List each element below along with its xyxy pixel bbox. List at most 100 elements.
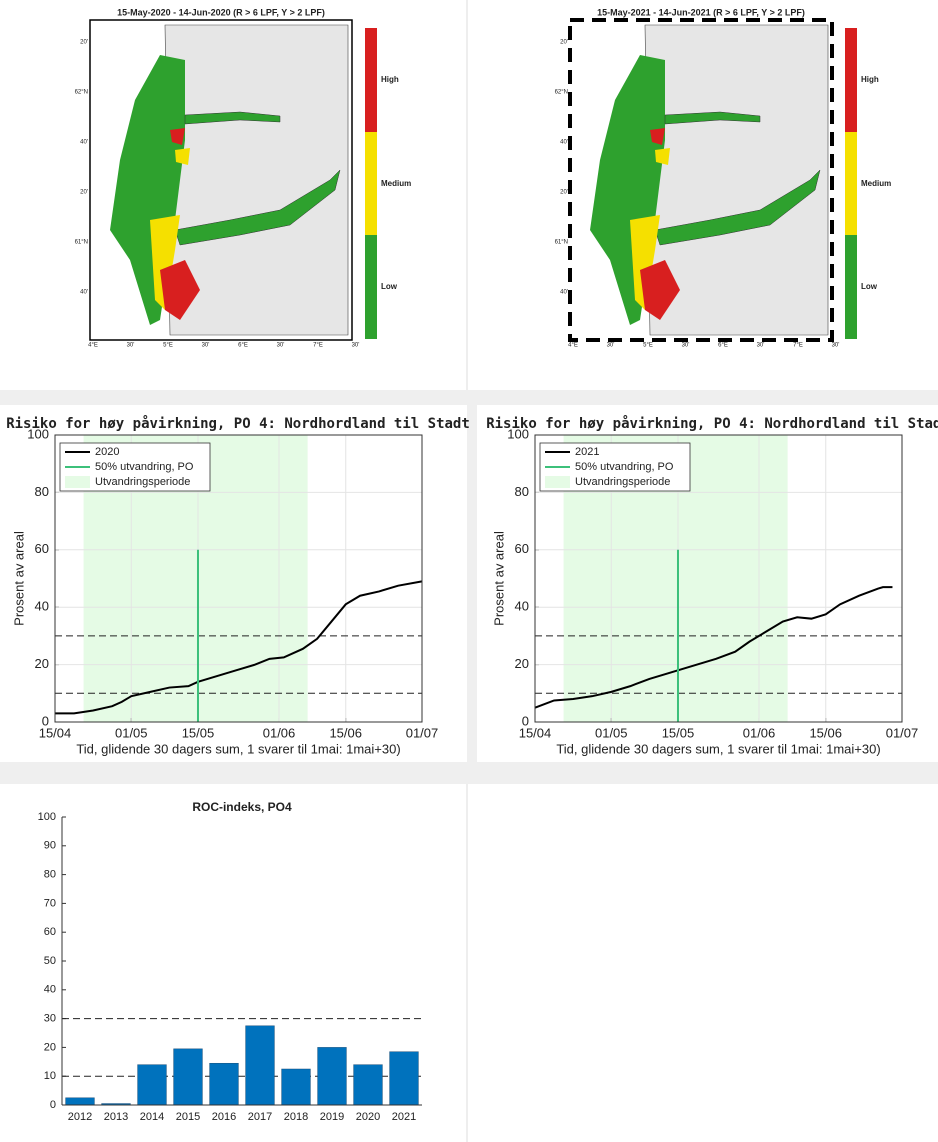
legend-label: 2021 [575, 446, 599, 458]
x-tick-label: 01/06 [263, 725, 296, 740]
lon-label: 5°E [643, 343, 653, 349]
lon-label: 30' [607, 343, 615, 349]
y-tick-label: 60 [44, 926, 56, 938]
x-tick-label: 2012 [68, 1111, 92, 1123]
y-tick-label: 20 [35, 656, 49, 671]
y-tick-label: 80 [44, 869, 56, 881]
lon-label: 30' [352, 343, 360, 349]
lat-label: 61°N [75, 240, 88, 246]
lon-label: 30' [277, 343, 285, 349]
y-tick-label: 100 [27, 426, 49, 441]
coast-high [170, 128, 185, 145]
bar [245, 1025, 275, 1106]
bar [389, 1051, 419, 1106]
y-tick-label: 40 [515, 599, 529, 614]
line [55, 580, 423, 715]
lon-label: 4°E [568, 343, 578, 349]
coast-high [640, 260, 680, 320]
y-tick-label: 60 [35, 541, 49, 556]
x-axis-label: Tid, glidende 30 dagers sum, 1 svarer ti… [76, 741, 400, 756]
colorbar-segment [365, 235, 377, 339]
colorbar-segment [845, 235, 857, 339]
x-tick-label: 2020 [356, 1111, 380, 1123]
y-tick-label: 10 [44, 1070, 56, 1082]
lat-label: 20' [80, 190, 88, 196]
lat-label: 62°N [555, 90, 568, 96]
plot-frame [54, 434, 423, 723]
legend-label: 50% utvandring, PO [575, 461, 674, 473]
coast-medium [630, 215, 660, 310]
y-tick-label: 100 [507, 426, 529, 441]
bar [353, 1064, 383, 1106]
y-axis-label: Prosent av areal [11, 531, 26, 626]
legend-label: 50% utvandring, PO [95, 461, 194, 473]
y-tick-label: 20 [515, 656, 529, 671]
x-tick-label: 2018 [284, 1111, 308, 1123]
line [534, 586, 893, 709]
x-tick-label: 01/05 [115, 725, 148, 740]
lat-label: 62°N [75, 90, 88, 96]
lat-label: 20' [80, 40, 88, 46]
map-title: 15-May-2020 - 14-Jun-2020 (R > 6 LPF, Y … [117, 7, 325, 17]
divider-band [467, 405, 477, 762]
y-tick-label: 90 [44, 840, 56, 852]
fjord-low [184, 111, 281, 125]
x-tick-label: 01/06 [743, 725, 776, 740]
fjord-low [664, 111, 761, 125]
x-tick-label: 01/07 [406, 725, 439, 740]
chart-title: ROC-indeks, PO4 [192, 800, 292, 814]
divider-band [0, 762, 938, 784]
colorbar-label: High [861, 75, 879, 84]
y-tick-label: 60 [515, 541, 529, 556]
bar [137, 1064, 167, 1106]
y-tick-label: 0 [50, 1099, 56, 1111]
x-tick-label: 15/06 [329, 725, 362, 740]
colorbar-label: Low [861, 282, 878, 291]
legend-label: Utvandringsperiode [95, 476, 190, 488]
coast-medium [150, 215, 180, 310]
x-tick-label: 2017 [248, 1111, 272, 1123]
y-tick-label: 0 [522, 713, 529, 728]
lon-label: 6°E [718, 343, 728, 349]
y-tick-label: 40 [44, 984, 56, 996]
chart-title: Risiko for høy påvirkning, PO 4: Nordhor… [486, 415, 938, 432]
bar [173, 1048, 203, 1106]
lon-label: 6°E [238, 343, 248, 349]
x-tick-label: 15/05 [182, 725, 215, 740]
y-tick-label: 20 [44, 1041, 56, 1053]
lon-label: 30' [757, 343, 765, 349]
plot-area [62, 817, 422, 1105]
y-tick-label: 0 [42, 713, 49, 728]
divider-band [0, 390, 938, 405]
x-axis-label: Tid, glidende 30 dagers sum, 1 svarer ti… [556, 741, 880, 756]
chart-title: Risiko for høy påvirkning, PO 4: Nordhor… [6, 415, 470, 432]
lon-label: 7°E [313, 343, 323, 349]
x-tick-label: 2014 [140, 1111, 164, 1123]
legend-swatch [65, 476, 90, 488]
y-tick-label: 40 [35, 599, 49, 614]
colorbar-label: High [381, 75, 399, 84]
y-tick-label: 80 [515, 484, 529, 499]
coast-medium [175, 148, 190, 165]
lat-label: 40' [80, 290, 88, 296]
y-tick-label: 70 [44, 897, 56, 909]
bar [65, 1097, 95, 1106]
lon-label: 7°E [793, 343, 803, 349]
colorbar-segment [845, 28, 857, 132]
lat-label: 20' [560, 190, 568, 196]
lon-label: 30' [832, 343, 840, 349]
plot-frame [534, 434, 903, 723]
fjord-low [174, 169, 341, 246]
y-tick-label: 80 [35, 484, 49, 499]
lon-label: 4°E [88, 343, 98, 349]
x-tick-label: 15/04 [39, 725, 72, 740]
x-tick-label: 2021 [392, 1111, 416, 1123]
lat-label: 40' [560, 290, 568, 296]
coast-high [160, 260, 200, 320]
y-tick-label: 100 [38, 811, 56, 823]
lat-label: 61°N [555, 240, 568, 246]
x-tick-label: 15/06 [809, 725, 842, 740]
colorbar-segment [365, 28, 377, 132]
lon-label: 30' [202, 343, 210, 349]
colorbar-label: Medium [381, 179, 411, 188]
